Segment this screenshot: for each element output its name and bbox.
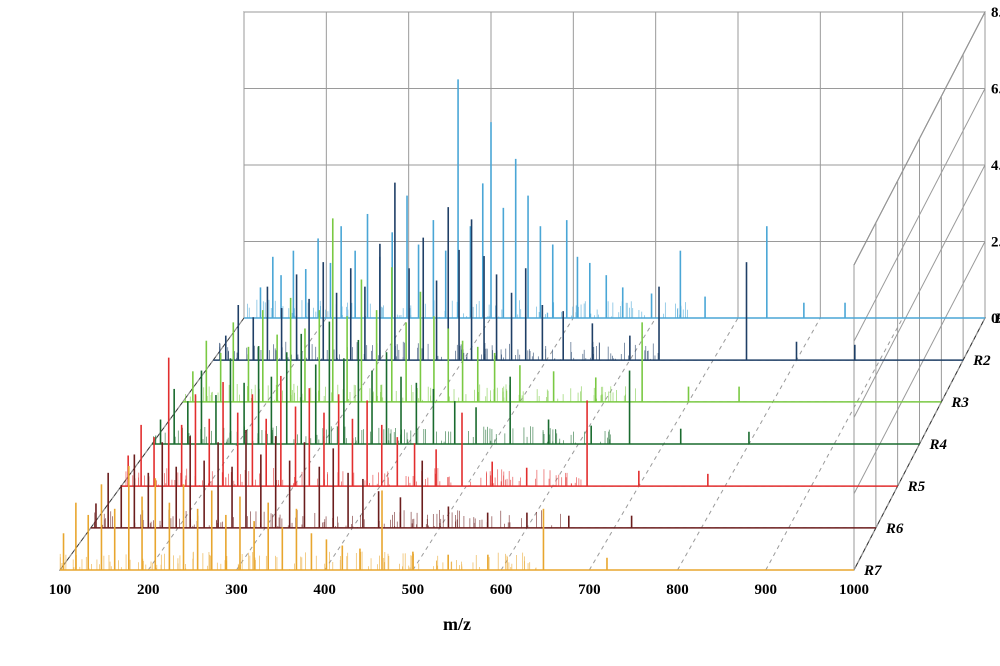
series-label-R7: R7 [863,563,882,579]
x-tick-label: 600 [490,582,513,598]
y-tick-label: 8.00E+09 [991,5,1000,21]
series-R6: R6 [91,430,904,537]
series-label-R2: R2 [972,353,991,369]
series-label-R4: R4 [929,437,948,453]
x-tick-label: 800 [666,582,689,598]
x-tick-label: 900 [755,582,778,598]
series-label-R3: R3 [950,395,969,411]
series-label-R6: R6 [885,521,904,537]
series-R5: R5 [121,358,925,496]
mass-spectra-3d-chart: 0.00E+002.00E+094.00E+096.00E+098.00E+09… [0,0,1000,666]
series-R4: R4 [152,322,948,453]
x-tick-label: 300 [225,582,248,598]
series-label-R5: R5 [907,479,926,495]
x-tick-label: 200 [137,582,160,598]
y-tick-label: 4.00E+09 [991,158,1000,174]
y-tick-label: 2.00E+09 [991,235,1000,251]
x-tick-label: 500 [402,582,425,598]
x-tick-label: 700 [578,582,601,598]
series-label-R1: R1 [994,311,1000,327]
series-R1: R1 [244,79,1000,327]
x-tick-label: 400 [313,582,336,598]
y-tick-label: 6.00E+09 [991,82,1000,98]
right-wall: 0.00E+002.00E+094.00E+096.00E+098.00E+09 [854,5,1000,570]
x-tick-label: 100 [49,582,72,598]
x-tick-label: 1000 [839,582,869,598]
x-axis-label: m/z [443,614,471,634]
